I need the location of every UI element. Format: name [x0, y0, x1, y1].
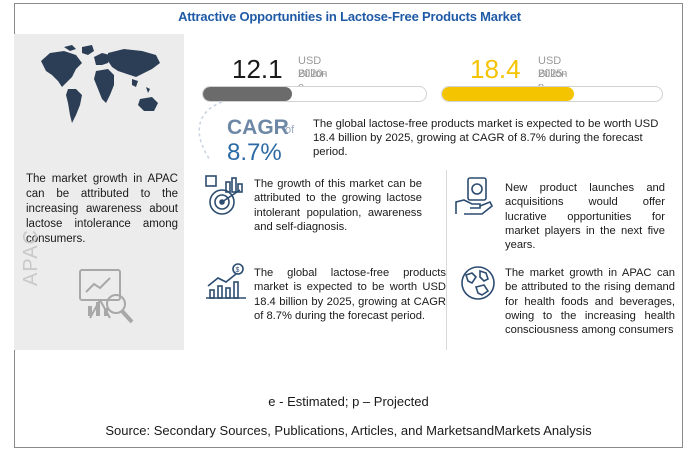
target-growth-icon [205, 175, 243, 215]
globe-icon [461, 266, 495, 300]
market-summary: The global lactose-free products market … [313, 118, 659, 158]
value-2020: 12.1 [232, 54, 283, 84]
highlight-text-3: The global lactose-free products market … [254, 267, 446, 322]
grid-divider-vertical [446, 170, 447, 350]
cagr-label: CAGR [227, 116, 289, 139]
apac-region-label: APAC [20, 229, 42, 286]
footnote: e - Estimated; p – Projected [268, 394, 429, 409]
progress-fill-2025 [442, 87, 574, 101]
svg-text:$: $ [236, 267, 240, 274]
cagr-of-label: of [285, 124, 295, 136]
unit-2020: USD Billion [298, 55, 328, 80]
highlight-text-4: The market growth in APAC can be attribu… [505, 267, 675, 337]
cagr-value: 8.7% [227, 139, 282, 166]
decorative-arc [198, 101, 223, 161]
world-map-icon [41, 45, 160, 123]
bar-chart-dollar-icon: $ [206, 263, 246, 299]
progress-bar-2020 [202, 86, 427, 102]
hand-money-icon [455, 177, 494, 215]
highlight-text-2: New product launches and acquisitions wo… [505, 182, 665, 252]
page-title: Attractive Opportunities in Lactose-Free… [178, 9, 521, 24]
apac-description: The market growth in APAC can be attribu… [26, 173, 178, 245]
source-note: Source: Secondary Sources, Publications,… [105, 423, 592, 438]
value-2025: 18.4 [470, 54, 521, 84]
unit-2025: USD Billion [538, 55, 568, 80]
progress-fill-2020 [203, 87, 293, 101]
left-panel: The market growth in APAC can be attribu… [14, 34, 184, 350]
analysis-chart-icon [79, 269, 134, 324]
highlight-text-1: The growth of this market can be attribu… [254, 178, 422, 233]
progress-bar-2025 [441, 86, 663, 102]
